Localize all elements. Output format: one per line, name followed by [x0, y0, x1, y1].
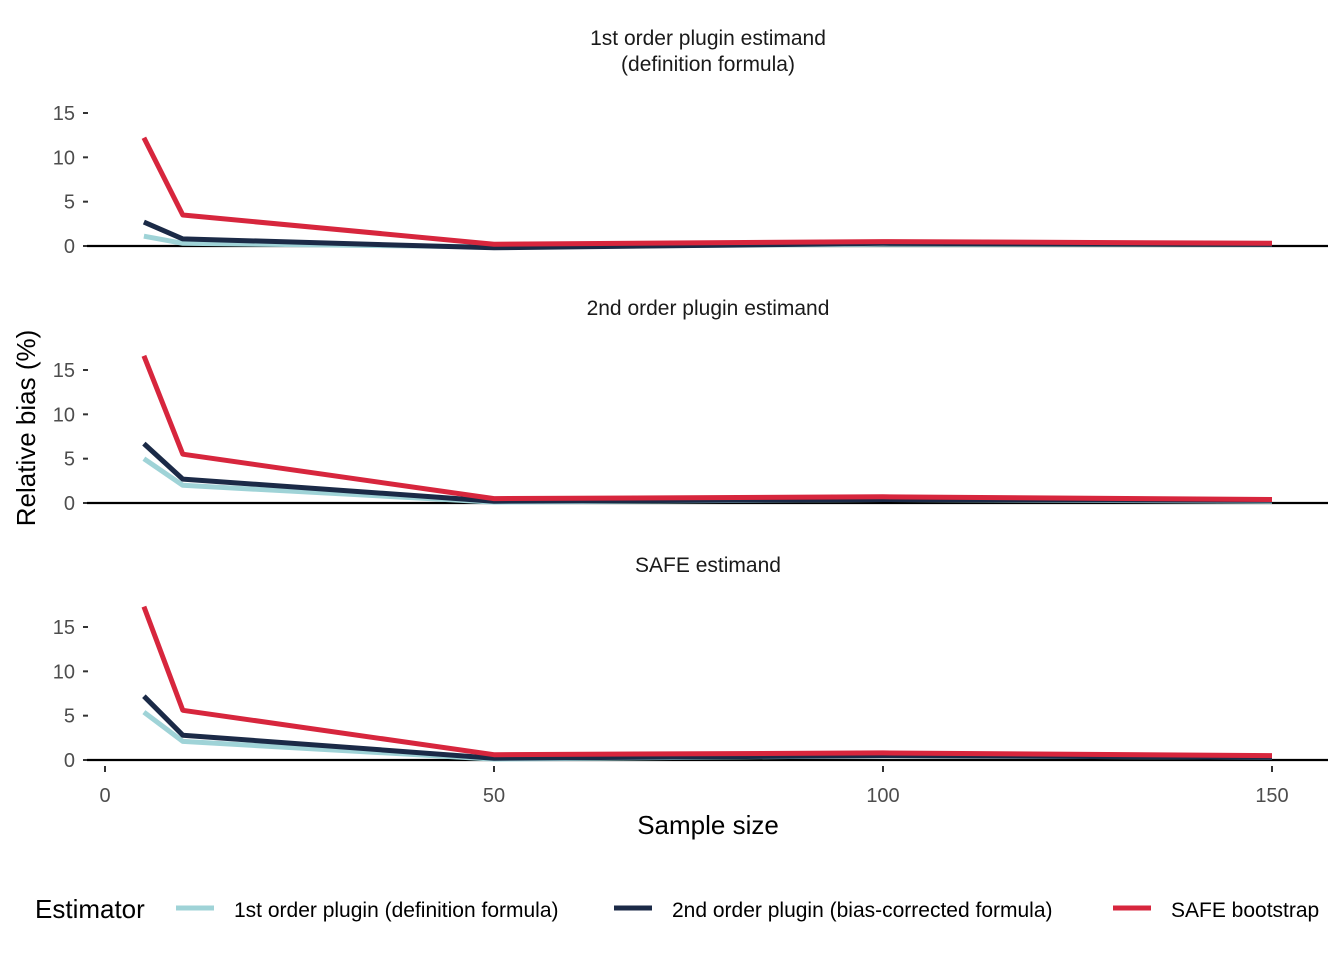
panel-1: 1st order plugin estimand (definition for…	[53, 27, 1328, 258]
y-tick-label: 5	[64, 449, 75, 471]
panel-title: 1st order plugin estimand	[590, 27, 826, 50]
panel-subtitle: (definition formula)	[621, 53, 795, 76]
y-tick-label: 10	[53, 661, 75, 683]
x-tick-label: 50	[483, 785, 505, 807]
y-tick-label: 15	[53, 360, 75, 382]
panel-3: SAFE estimand 0 5 10 15	[53, 554, 1328, 772]
legend-label-3: SAFE bootstrap	[1171, 899, 1319, 922]
y-tick-label: 10	[53, 147, 75, 169]
chart-panels: 1st order plugin estimand (definition for…	[53, 27, 1328, 772]
series-line-3	[141, 605, 1273, 759]
x-tick-label: 100	[866, 785, 899, 807]
y-tick-label: 15	[53, 617, 75, 639]
y-tick-label: 10	[53, 404, 75, 426]
legend-label-2: 2nd order plugin (bias-corrected formula…	[672, 899, 1053, 922]
x-tick-label: 150	[1255, 785, 1288, 807]
legend-label-1: 1st order plugin (definition formula)	[234, 899, 559, 922]
y-tick-label: 5	[64, 706, 75, 728]
series-line-3	[141, 354, 1273, 502]
legend: Estimator 1st order plugin (definition f…	[35, 894, 1319, 924]
y-tick-label: 0	[64, 236, 75, 258]
y-tick-label: 15	[53, 103, 75, 125]
y-tick-label: 5	[64, 192, 75, 214]
y-tick-label: 0	[64, 493, 75, 515]
series-line-3	[141, 136, 1273, 247]
y-tick-label: 0	[64, 750, 75, 772]
legend-title: Estimator	[35, 894, 145, 924]
panel-title: SAFE estimand	[635, 554, 781, 577]
x-axis: 0 50 100 150	[99, 766, 1289, 807]
y-axis-title: Relative bias (%)	[11, 330, 41, 527]
panel-2: 2nd order plugin estimand 0 5 10 15	[53, 297, 1328, 515]
x-tick-label: 0	[99, 785, 110, 807]
panel-title: 2nd order plugin estimand	[587, 297, 830, 320]
x-axis-title: Sample size	[637, 810, 779, 840]
